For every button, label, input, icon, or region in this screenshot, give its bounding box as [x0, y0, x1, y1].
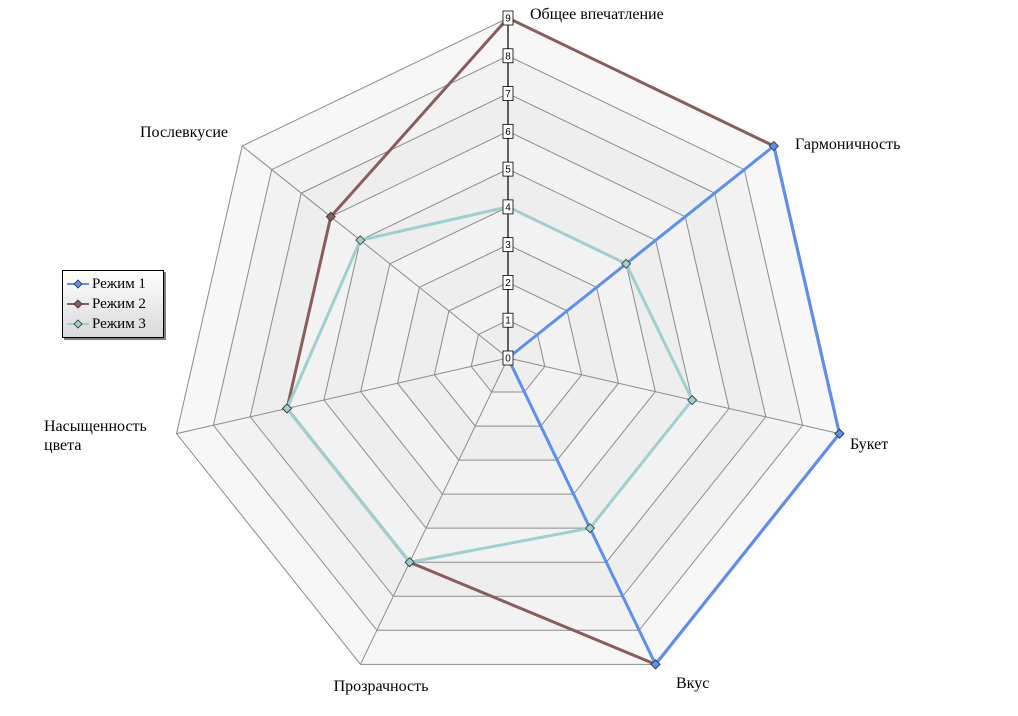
axis-label-5: Прозрачность [334, 678, 429, 695]
legend-label-3: Режим 3 [92, 315, 146, 332]
legend-label-2: Режим 2 [92, 295, 146, 312]
tick-6: 6 [502, 123, 514, 139]
axis-label-4-line-1: Вкус [676, 675, 709, 692]
tick-box-3 [502, 237, 514, 253]
tick-box-2 [502, 275, 514, 290]
axis-label-6: Насыщенность цвета [44, 418, 147, 454]
series-3-point-6 [281, 403, 293, 414]
spoke-5 [360, 357, 509, 665]
radar-series [281, 12, 845, 670]
tick-9: 9 [502, 10, 514, 26]
legend: Режим 1 Режим 2 Режим 3 [62, 270, 164, 338]
tick-label-7: 7 [505, 89, 511, 100]
spoke-3 [507, 357, 840, 435]
series-1-point-4 [650, 659, 661, 670]
legend-item-3: Режим 3 [67, 314, 146, 334]
tick-5: 5 [502, 161, 514, 177]
series-3-point-2 [621, 258, 632, 269]
series-3-point-7 [355, 235, 366, 246]
axis-label-3: Букет [850, 436, 888, 453]
tick-box-0 [502, 350, 514, 366]
series-1-point-2 [768, 140, 779, 152]
tick-label-0: 0 [505, 354, 511, 365]
tick-box-9 [502, 10, 514, 26]
axis-label-6-line-2: цвета [44, 437, 81, 454]
tick-3: 3 [502, 237, 514, 253]
axis-label-7-line-1: Послевкусие [140, 124, 228, 141]
tick-4: 4 [502, 199, 514, 215]
spoke-6 [176, 357, 509, 435]
axis-label-5-line-1: Прозрачность [334, 678, 429, 695]
tick-label-6: 6 [505, 127, 511, 138]
legend-marker-2 [73, 299, 83, 309]
radar-tick-labels: 0 1 2 3 4 5 6 7 8 9 [502, 10, 514, 366]
legend-swatch-2 [67, 299, 89, 309]
tick-box-7 [502, 86, 514, 101]
tick-0: 0 [502, 350, 514, 366]
tick-box-8 [502, 48, 514, 64]
legend-marker-3 [73, 319, 83, 329]
series-3-point-4 [584, 523, 596, 534]
tick-box-4 [502, 199, 514, 215]
axis-label-1: Общее впечатление [530, 6, 664, 23]
tick-7: 7 [502, 86, 514, 101]
legend-marker-1 [73, 279, 83, 289]
tick-label-3: 3 [505, 240, 511, 251]
tick-label-4: 4 [505, 202, 511, 213]
tick-box-5 [502, 161, 514, 177]
axis-label-3-line-1: Букет [850, 436, 888, 453]
tick-8: 8 [502, 48, 514, 64]
series-1-point-3 [834, 428, 845, 439]
series-2-point-7 [325, 211, 336, 222]
axis-label-4: Вкус [676, 675, 709, 692]
legend-swatch-3 [67, 319, 89, 329]
axis-label-2-line-1: Гармоничность [795, 136, 900, 153]
tick-box-6 [502, 123, 514, 139]
legend-label-1: Режим 1 [92, 275, 146, 292]
tick-box-1 [502, 312, 514, 328]
radar-spokes [176, 18, 840, 665]
tick-label-5: 5 [505, 165, 511, 176]
spoke-7 [241, 145, 509, 359]
tick-label-2: 2 [505, 278, 511, 289]
series-3-point-3 [687, 394, 698, 406]
tick-label-9: 9 [505, 14, 511, 25]
series-3-point-5 [404, 557, 415, 568]
radar-axis-labels: Общее впечатление Гармоничность Букет Вкус П… [44, 6, 900, 695]
tick-1: 1 [502, 312, 514, 328]
legend-item-2: Режим 2 [67, 294, 146, 314]
legend-item-1: Режим 1 [67, 274, 146, 294]
tick-label-8: 8 [505, 51, 511, 62]
axis-label-6-line-1: Насыщенность [44, 418, 147, 435]
tick-label-1: 1 [505, 316, 511, 327]
series-line-3 [285, 205, 694, 564]
axis-label-7: Послевкусие [140, 124, 228, 141]
legend-swatch-1 [67, 279, 89, 289]
axis-label-1-line-1: Общее впечатление [530, 6, 664, 23]
tick-2: 2 [502, 275, 514, 290]
axis-label-2: Гармоничность [795, 136, 900, 153]
